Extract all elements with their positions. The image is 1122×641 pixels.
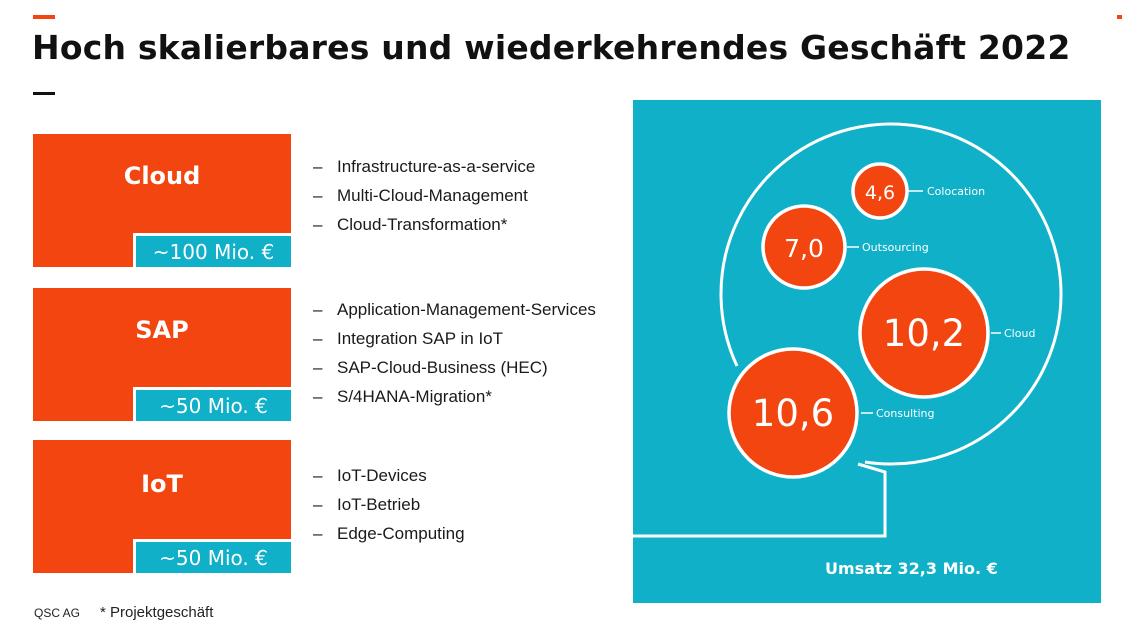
bullet-dash: – (313, 358, 323, 377)
segment-sap-bullets: – Application-Management-Services – Integr… (313, 295, 596, 411)
bullet-dash: – (313, 300, 323, 319)
bullet-item: – Edge-Computing (313, 519, 465, 548)
segment-iot-bullets: – IoT-Devices – IoT-Betrieb – Edge-Computin… (313, 461, 465, 548)
bullet-text: IoT-Betrieb (337, 495, 421, 514)
ring-connector (633, 462, 887, 538)
segment-cloud-bullets: – Infrastructure-as-a-service – Multi-Clou… (313, 152, 535, 239)
bubble-consulting (727, 347, 859, 479)
bullet-text: Integration SAP in IoT (337, 329, 504, 348)
segment-iot-revenue: ~50 Mio. € (133, 539, 291, 573)
bullet-item: – Cloud-Transformation* (313, 210, 535, 239)
bullet-dash: – (313, 329, 323, 348)
title-accent-bar (33, 15, 55, 19)
segment-sap-name: SAP (135, 316, 189, 344)
segment-sap-revenue: ~50 Mio. € (133, 387, 291, 421)
bubble-outsourcing-value: 7,0 (784, 234, 824, 263)
footer-company: QSC AG (34, 606, 81, 620)
bubble-cloud-value: 10,2 (883, 312, 965, 355)
bubble-outsourcing-label: Outsourcing (862, 241, 929, 254)
bullet-dash: – (313, 186, 323, 205)
bullet-text: Edge-Computing (337, 524, 465, 543)
bullet-dash: – (313, 466, 323, 485)
segment-cloud-box: Cloud ~100 Mio. € (33, 134, 291, 267)
bullet-text: SAP-Cloud-Business (HEC) (337, 358, 548, 377)
bubble-cloud-label: Cloud (1004, 327, 1035, 340)
bullet-dash: – (313, 495, 323, 514)
bullet-text: Application-Management-Services (337, 300, 596, 319)
bullet-item: – SAP-Cloud-Business (HEC) (313, 353, 596, 382)
segment-iot-name: IoT (141, 470, 183, 498)
revenue-bubble-diagram: 4,6 Colocation 7,0 Outsourcing 10,2 Clou… (633, 122, 1063, 578)
segment-cloud-revenue: ~100 Mio. € (133, 233, 291, 267)
bubble-colocation-label: Colocation (927, 185, 985, 198)
bullet-item: – IoT-Devices (313, 461, 465, 490)
bubble-consulting-label: Consulting (876, 407, 934, 420)
bullet-dash: – (313, 387, 323, 406)
bullet-text: S/4HANA-Migration* (337, 387, 492, 406)
bullet-item: – Multi-Cloud-Management (313, 181, 535, 210)
bullet-dash: – (313, 157, 323, 176)
bubble-consulting-value: 10,6 (752, 392, 834, 435)
footer-footnote: * Projektgeschäft (100, 604, 214, 621)
segment-iot-box: IoT ~50 Mio. € (33, 440, 291, 573)
bullet-item: – Application-Management-Services (313, 295, 596, 324)
segment-cloud-name: Cloud (123, 162, 201, 190)
bullet-item: – Infrastructure-as-a-service (313, 152, 535, 181)
bubble-colocation (851, 162, 909, 220)
outer-ring (719, 122, 1063, 466)
bubble-outsourcing (761, 204, 847, 290)
corner-accent-mark (1117, 15, 1122, 19)
bullet-item: – IoT-Betrieb (313, 490, 465, 519)
bullet-item: – Integration SAP in IoT (313, 324, 596, 353)
bullet-dash: – (313, 524, 323, 543)
bullet-item: – S/4HANA-Migration* (313, 382, 596, 411)
revenue-diagram-panel: 4,6 Colocation 7,0 Outsourcing 10,2 Clou… (633, 100, 1101, 603)
bullet-text: Multi-Cloud-Management (337, 186, 528, 205)
title-dash (33, 92, 55, 95)
bullet-text: Infrastructure-as-a-service (337, 157, 536, 176)
page-title: Hoch skalierbares und wiederkehrendes Ge… (32, 28, 1071, 67)
bullet-text: Cloud-Transformation* (337, 215, 508, 234)
bullet-dash: – (313, 215, 323, 234)
total-revenue-label: Umsatz 32,3 Mio. € (825, 559, 998, 578)
bubble-colocation-value: 4,6 (865, 182, 895, 204)
segment-sap-box: SAP ~50 Mio. € (33, 288, 291, 421)
bubble-cloud (858, 267, 990, 399)
bullet-text: IoT-Devices (337, 466, 427, 485)
